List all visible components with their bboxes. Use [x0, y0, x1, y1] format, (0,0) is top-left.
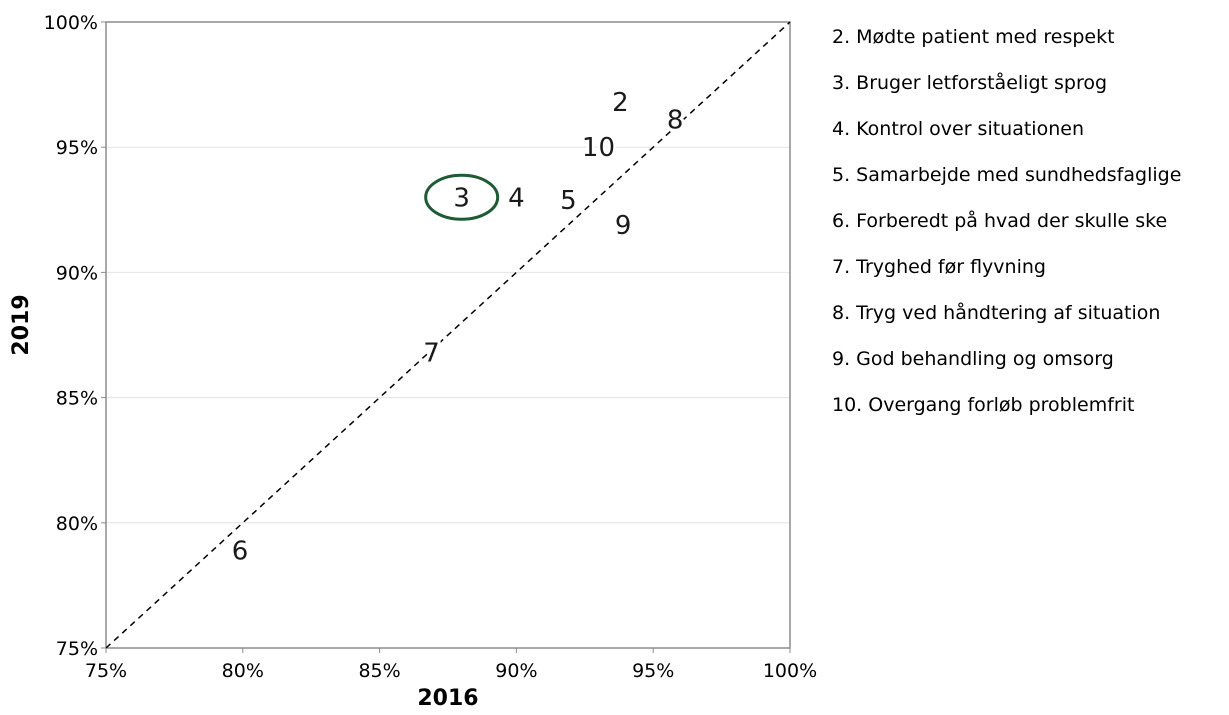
highlight-ellipse [424, 173, 500, 221]
y-tick-label: 75% [56, 638, 98, 660]
y-tick-label: 80% [56, 513, 98, 535]
x-axis-ticks: 75% 80% 85% 90% 95% 100% [85, 648, 817, 682]
data-point-10: 10 [582, 133, 615, 163]
data-point-7: 7 [423, 339, 440, 369]
legend-item: 7. Tryghed før flyvning [832, 256, 1046, 278]
y-tick-label: 85% [56, 388, 98, 410]
data-point-2: 2 [612, 88, 629, 118]
data-points: 2 8 10 3 4 5 9 7 6 [229, 85, 687, 569]
data-point-6: 6 [232, 536, 249, 566]
y-axis-title: 2019 [9, 294, 34, 355]
x-tick-label: 100% [763, 660, 817, 682]
x-tick-label: 80% [222, 660, 264, 682]
data-point-3: 3 [453, 183, 470, 213]
data-point-8: 8 [667, 106, 684, 136]
legend-item: 3. Bruger letforståeligt sprog [832, 72, 1108, 94]
legend-item: 6. Forberedt på hvad der skulle ske [832, 210, 1168, 232]
x-tick-label: 90% [495, 660, 537, 682]
grid-lines [106, 146, 790, 524]
legend-item: 4. Kontrol over situationen [832, 118, 1084, 140]
x-tick-label: 95% [632, 660, 674, 682]
x-tick-label: 75% [85, 660, 127, 682]
legend-item: 5. Samarbejde med sundhedsfaglige [832, 164, 1182, 186]
legend-item: 9. God behandling og omsorg [832, 348, 1114, 370]
legend: 2. Mødte patient med respekt 3. Bruger le… [832, 23, 1181, 437]
data-point-9: 9 [615, 211, 632, 241]
y-axis-ticks: 100% 95% 90% 85% 80% 75% [44, 12, 106, 660]
y-tick-label: 95% [56, 137, 98, 159]
diagonal-reference-line [105, 21, 791, 649]
data-point-4: 4 [508, 183, 525, 213]
x-axis-title: 2016 [417, 686, 478, 711]
plot-area-frame [105, 21, 791, 649]
y-tick-label: 90% [56, 262, 98, 284]
legend-item: 2. Mødte patient med respekt [832, 26, 1115, 48]
data-point-5: 5 [560, 186, 577, 216]
y-tick-label: 100% [44, 12, 98, 34]
legend-item: 10. Overgang forløb problemfrit [832, 394, 1135, 416]
x-tick-label: 85% [358, 660, 400, 682]
legend-item: 8. Tryg ved håndtering af situation [832, 302, 1161, 324]
